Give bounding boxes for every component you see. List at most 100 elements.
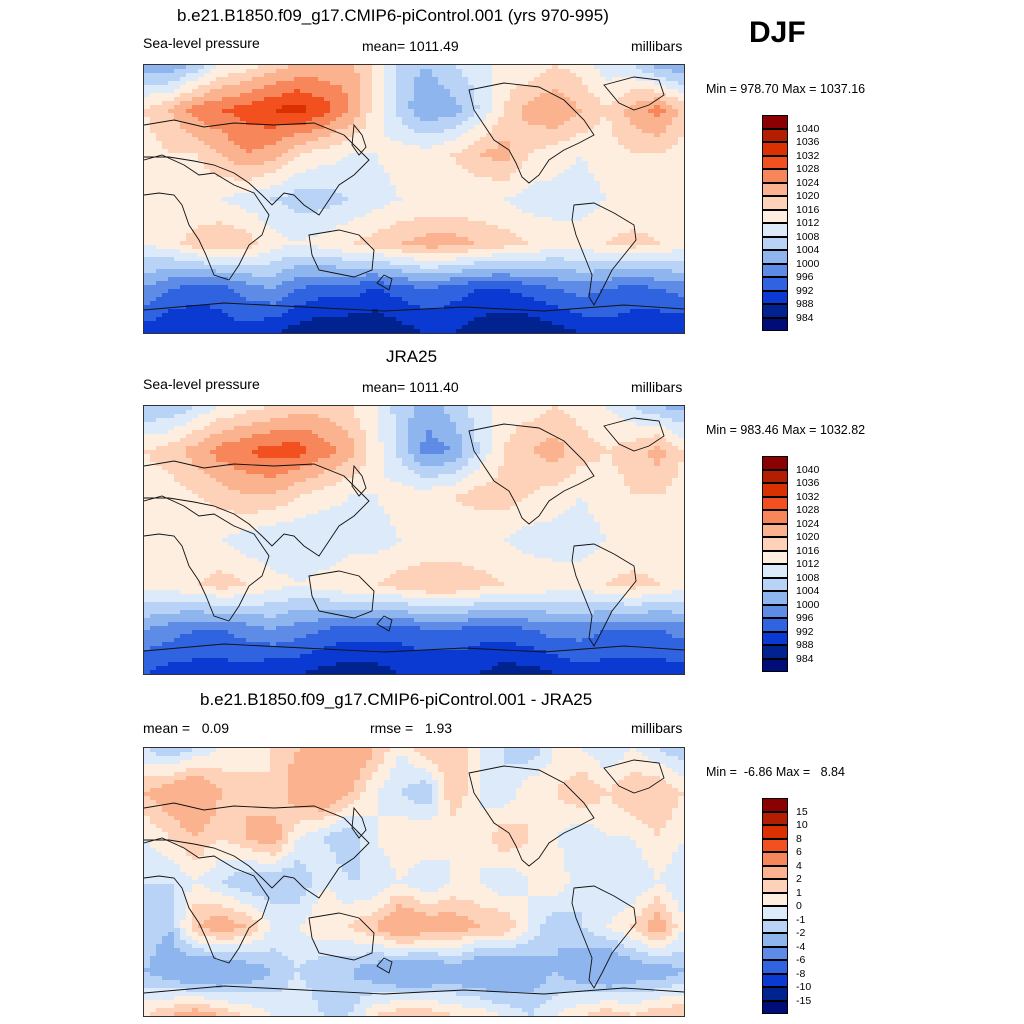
map-cell	[324, 213, 331, 218]
map-cell	[210, 109, 217, 114]
map-cell	[216, 185, 223, 190]
map-cell	[618, 157, 625, 162]
map-cell	[558, 245, 565, 250]
map-cell	[606, 233, 613, 238]
map-cell	[390, 193, 397, 198]
map-cell	[174, 265, 181, 270]
map-cell	[264, 109, 271, 114]
map-cell	[510, 213, 517, 218]
map-cell	[678, 153, 684, 158]
map-cell	[270, 113, 277, 118]
map-cell	[384, 197, 391, 202]
map-cell	[258, 229, 265, 234]
map-cell	[492, 81, 499, 86]
map-cell	[522, 137, 529, 142]
map-cell	[504, 89, 511, 94]
map-cell	[582, 261, 589, 266]
map-cell	[396, 189, 403, 194]
map-cell	[240, 221, 247, 226]
map-cell	[546, 113, 553, 118]
map-cell	[432, 229, 439, 234]
map-cell	[540, 121, 547, 126]
map-cell	[318, 125, 325, 130]
map-cell	[600, 81, 607, 86]
map-cell	[456, 193, 463, 198]
map-cell	[654, 205, 661, 210]
map-cell	[444, 229, 451, 234]
map-cell	[636, 177, 643, 182]
map-cell	[360, 217, 367, 222]
map-cell	[582, 109, 589, 114]
map-cell	[300, 133, 307, 138]
map-cell	[564, 193, 571, 198]
map-cell	[426, 249, 433, 254]
map-cell	[312, 105, 319, 110]
map-cell	[384, 85, 391, 90]
map-cell	[156, 189, 163, 194]
map-cell	[150, 189, 157, 194]
map-cell	[420, 181, 427, 186]
map-cell	[642, 233, 649, 238]
map-cell	[654, 137, 661, 142]
map-cell	[426, 129, 433, 134]
map-cell	[324, 265, 331, 270]
map-cell	[480, 205, 487, 210]
map-cell	[480, 141, 487, 146]
map-cell	[528, 269, 535, 274]
map-cell	[258, 117, 265, 122]
map-cell	[294, 73, 301, 78]
map-cell	[336, 193, 343, 198]
map-cell	[468, 205, 475, 210]
map-cell	[438, 209, 445, 214]
map-cell	[204, 97, 211, 102]
map-cell	[234, 261, 241, 266]
map-cell	[660, 153, 667, 158]
map-cell	[516, 209, 523, 214]
map-cell	[318, 89, 325, 94]
map-cell	[600, 233, 607, 238]
map-cell	[654, 145, 661, 150]
map-cell	[354, 117, 361, 122]
map-cell	[660, 181, 667, 186]
map-cell	[270, 217, 277, 222]
map-cell	[666, 217, 673, 222]
map-cell	[270, 197, 277, 202]
map-cell	[390, 257, 397, 262]
map-cell	[510, 185, 517, 190]
map-cell	[612, 93, 619, 98]
map-cell	[396, 277, 403, 282]
map-cell	[600, 273, 607, 278]
map-cell	[330, 181, 337, 186]
map-cell	[528, 217, 535, 222]
map-cell	[432, 109, 439, 114]
map-cell	[426, 233, 433, 238]
map-cell	[486, 93, 493, 98]
map-cell	[432, 173, 439, 178]
map-cell	[306, 269, 313, 274]
map-cell	[432, 241, 439, 246]
map-cell	[336, 157, 343, 162]
map-cell	[480, 281, 487, 286]
map-cell	[678, 101, 684, 106]
map-cell	[198, 149, 205, 154]
map-cell	[384, 89, 391, 94]
map-cell	[150, 173, 157, 178]
map-cell	[546, 265, 553, 270]
map-cell	[468, 165, 475, 170]
map-cell	[480, 185, 487, 190]
map-cell	[426, 213, 433, 218]
map-cell	[660, 261, 667, 266]
map-cell	[630, 113, 637, 118]
map-cell	[378, 109, 385, 114]
map-cell	[522, 197, 529, 202]
map-cell	[324, 81, 331, 86]
map-cell	[648, 213, 655, 218]
map-cell	[438, 185, 445, 190]
map-cell	[354, 233, 361, 238]
map-cell	[210, 273, 217, 278]
map-cell	[624, 193, 631, 198]
map-cell	[348, 189, 355, 194]
map-cell	[570, 93, 577, 98]
map-cell	[258, 209, 265, 214]
map-cell	[210, 149, 217, 154]
